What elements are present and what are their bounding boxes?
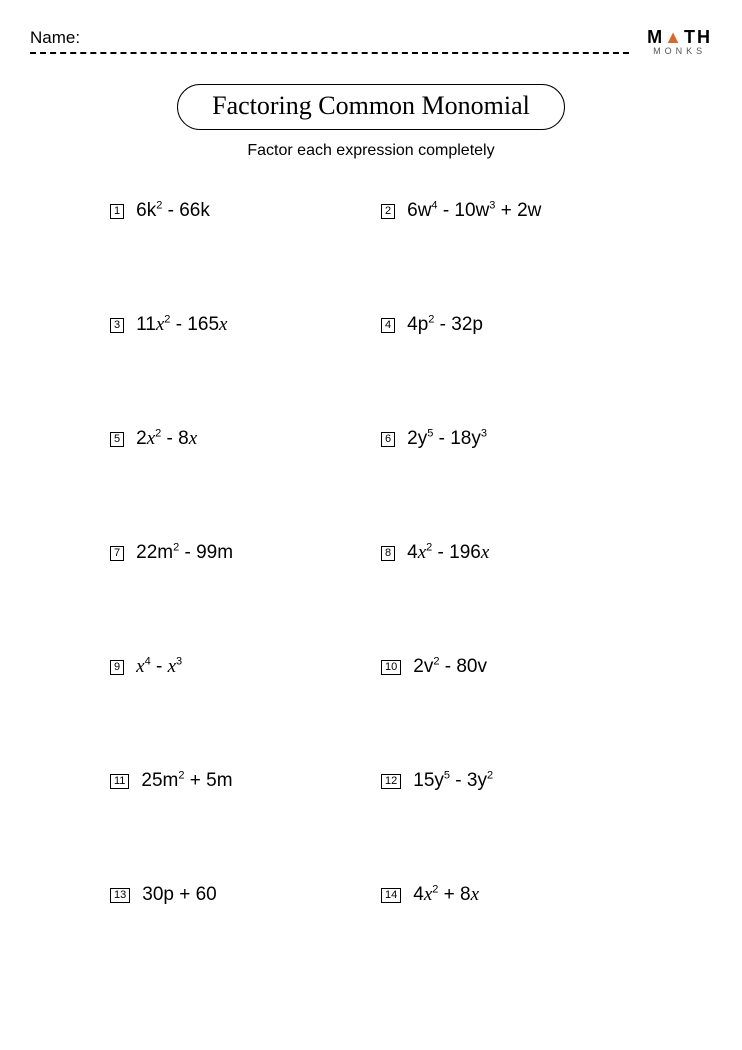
problem-number: 14 (381, 888, 401, 903)
title-wrap: Factoring Common Monomial (30, 84, 712, 130)
problem-cell: 4 4p2 - 32p (381, 314, 652, 336)
problem-number: 5 (110, 432, 124, 447)
problem-expression: 4x2 + 8x (413, 884, 479, 906)
problem-expression: 30p + 60 (142, 884, 217, 906)
name-label: Name: (30, 28, 80, 47)
problem-cell: 13 30p + 60 (110, 884, 381, 906)
problem-number: 6 (381, 432, 395, 447)
problem-cell: 7 22m2 - 99m (110, 542, 381, 564)
logo: M▲TH MONKS (647, 28, 712, 56)
problem-row: 3 11x2 - 165x 4 4p2 - 32p (110, 314, 652, 336)
problem-cell: 2 6w4 - 10w3 + 2w (381, 200, 652, 222)
problem-cell: 14 4x2 + 8x (381, 884, 652, 906)
problem-cell: 11 25m2 + 5m (110, 770, 381, 792)
problem-cell: 6 2y5 - 18y3 (381, 428, 652, 450)
problem-expression: 22m2 - 99m (136, 542, 233, 564)
problem-row: 1 6k2 - 66k 2 6w4 - 10w3 + 2w (110, 200, 652, 222)
problem-expression: 11x2 - 165x (136, 314, 227, 336)
problem-row: 5 2x2 - 8x 6 2y5 - 18y3 (110, 428, 652, 450)
worksheet-title: Factoring Common Monomial (177, 84, 565, 130)
logo-top: M▲TH (647, 28, 712, 46)
problem-number: 12 (381, 774, 401, 789)
problem-cell: 1 6k2 - 66k (110, 200, 381, 222)
problem-cell: 8 4x2 - 196x (381, 542, 652, 564)
header-row: Name: M▲TH MONKS (30, 28, 712, 56)
problem-number: 2 (381, 204, 395, 219)
problem-number: 11 (110, 774, 129, 789)
problem-expression: 6w4 - 10w3 + 2w (407, 200, 541, 222)
problem-number: 13 (110, 888, 130, 903)
problems-grid: 16k2 - 66k26w4 - 10w3 + 2w311x2 - 165x44… (30, 200, 712, 906)
problem-expression: 15y5 - 3y2 (413, 770, 493, 792)
problem-number: 9 (110, 660, 124, 675)
problem-cell: 10 2v2 - 80v (381, 656, 652, 678)
problem-expression: 25m2 + 5m (141, 770, 232, 792)
problem-row: 9 x4 - x3 10 2v2 - 80v (110, 656, 652, 678)
problem-number: 10 (381, 660, 401, 675)
problem-cell: 9 x4 - x3 (110, 656, 381, 678)
problem-expression: 4p2 - 32p (407, 314, 483, 336)
problem-row: 13 30p + 60 14 4x2 + 8x (110, 884, 652, 906)
problem-expression: x4 - x3 (136, 656, 182, 678)
problem-number: 4 (381, 318, 395, 333)
problem-number: 3 (110, 318, 124, 333)
problem-number: 7 (110, 546, 124, 561)
problem-expression: 2x2 - 8x (136, 428, 197, 450)
problem-row: 11 25m2 + 5m 12 15y5 - 3y2 (110, 770, 652, 792)
logo-top-left: M (647, 27, 664, 47)
problem-cell: 3 11x2 - 165x (110, 314, 381, 336)
logo-bottom: MONKS (647, 47, 712, 56)
problem-number: 8 (381, 546, 395, 561)
problem-cell: 5 2x2 - 8x (110, 428, 381, 450)
triangle-icon: ▲ (664, 27, 684, 47)
problem-number: 1 (110, 204, 124, 219)
problem-row: 7 22m2 - 99m 8 4x2 - 196x (110, 542, 652, 564)
name-rule (30, 52, 629, 54)
problem-expression: 2v2 - 80v (413, 656, 487, 678)
name-block: Name: (30, 28, 629, 54)
problem-cell: 12 15y5 - 3y2 (381, 770, 652, 792)
problem-expression: 4x2 - 196x (407, 542, 489, 564)
logo-top-right: TH (684, 27, 712, 47)
problem-expression: 6k2 - 66k (136, 200, 210, 222)
problem-expression: 2y5 - 18y3 (407, 428, 487, 450)
worksheet-subtitle: Factor each expression completely (30, 142, 712, 160)
